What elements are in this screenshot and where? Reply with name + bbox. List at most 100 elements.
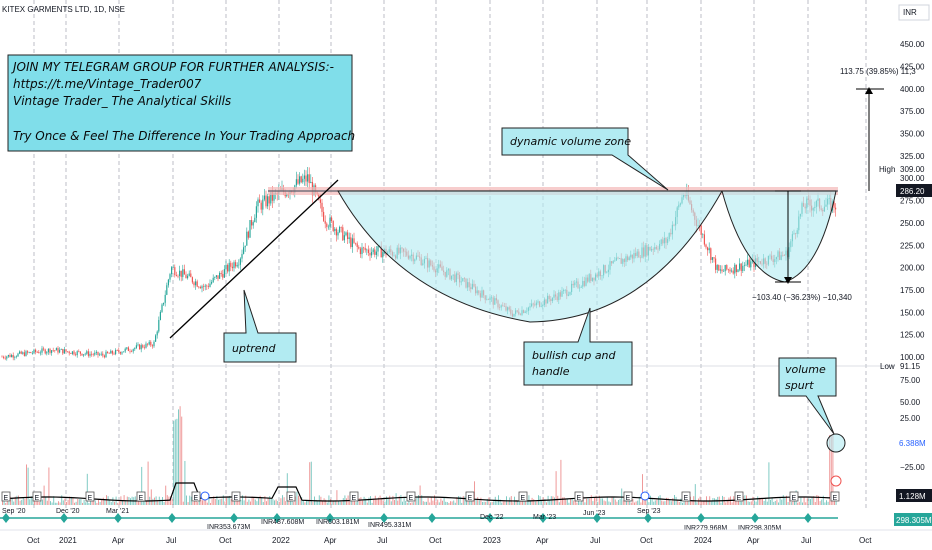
earnings-marker-icon[interactable] [574,491,584,502]
split-marker-icon[interactable] [640,491,650,501]
volume-bar [414,499,416,505]
currency-badge[interactable] [898,4,930,21]
volume-bar [802,502,803,505]
time-tick-label: Oct [859,536,872,545]
earnings-marker-icon[interactable] [231,491,241,502]
volume-bar [363,496,365,505]
callout-line-3: Vintage Trader_ The Analytical Skills [13,94,231,108]
candle-body [356,243,358,247]
volume-bar [430,496,432,505]
earnings-marker-icon[interactable] [136,491,146,502]
earnings-marker-icon[interactable] [349,491,359,502]
time-axis[interactable]: Oct 2021 Apr Jul Oct 2022 Apr Jul Oct 2023 Apr Jul O… [27,536,872,545]
earnings-marker-icon[interactable] [1,491,11,502]
earnings-marker-icon[interactable] [789,491,799,502]
dividend-marker-icon[interactable] [230,513,238,523]
telegram-callout: JOIN MY TELEGRAM GROUP FOR FURTHER ANALY… [7,54,355,152]
dividend-marker-icon[interactable] [326,513,334,523]
earnings-marker-icon[interactable] [830,491,840,502]
candle-body [137,344,139,346]
volume-bar [734,498,736,505]
price-axis[interactable]: 450.00 425.00 400.00 375.00 350.00 325.00 300.… [900,40,925,472]
dividend-marker-icon[interactable] [697,513,705,523]
earnings-marker-label: E [792,495,797,502]
dividend-marker-icon[interactable] [114,513,122,523]
dividend-marker-icon[interactable] [644,513,652,523]
dividend-marker-icon[interactable] [539,513,547,523]
time-tick-label: Apr [536,536,549,545]
dividend-marker-icon[interactable] [804,513,812,523]
volume-bar [464,496,466,505]
volume-bar [163,501,165,505]
earnings-marker-icon[interactable] [518,491,528,502]
volume-bar [256,501,258,505]
earnings-marker-icon[interactable] [191,491,201,502]
dividend-marker-icon[interactable] [2,513,10,523]
earnings-marker-icon[interactable] [286,491,296,502]
volume-bar [634,502,635,505]
volume-bar [592,501,594,505]
lightning-marker-icon[interactable] [830,475,842,487]
earnings-marker-icon[interactable] [406,491,416,502]
volume-bar [50,501,51,505]
volume-bar [147,461,149,505]
volume-bar [218,499,219,505]
candle-body [265,195,267,207]
volume-bar [272,499,274,505]
candle-body [731,270,733,272]
earnings-marker-icon[interactable] [681,491,691,502]
dividend-marker-icon[interactable] [60,513,68,523]
candle-body [124,348,126,352]
volume-bar [762,499,763,505]
earnings-marker-label: E [194,495,199,502]
volume-bar [110,502,112,505]
volume-bar [661,500,663,505]
volume-bar [736,497,738,505]
dynamic-volume-zone-callout: dynamic volume zone [501,127,669,191]
dividend-marker-icon[interactable] [273,513,281,523]
earnings-marker-icon[interactable] [32,491,42,502]
dividend-marker-icon[interactable] [380,513,388,523]
candle-body [249,220,251,238]
volume-bar [270,498,272,505]
candle-body [131,351,133,352]
dividend-marker-icon[interactable] [428,513,436,523]
candle-body [337,232,339,236]
volume-bar [213,496,215,505]
dividend-marker-icon[interactable] [168,513,176,523]
candle-body [123,351,125,353]
split-marker-icon[interactable] [200,491,210,501]
volume-bar [221,498,223,505]
earnings-marker-icon[interactable] [623,491,633,502]
volume-bar [48,467,50,505]
volume-bar [530,500,531,505]
candle-body [228,262,230,272]
volume-bar [579,502,581,505]
event-label: Dec '22 [480,514,504,521]
candle-body [12,355,14,358]
earnings-marker-icon[interactable] [734,491,744,502]
candle-body [273,193,275,201]
candle-body [27,351,29,353]
dividend-marker-icon[interactable] [593,513,601,523]
volume-bar [672,498,674,505]
event-label: Mar '23 [533,514,556,521]
candle-body [257,199,259,207]
time-tick-label: 2024 [694,536,712,545]
candle-body [54,350,56,351]
earnings-marker-icon[interactable] [465,491,475,502]
volume-bar [715,499,717,505]
volume-bar [102,497,104,505]
volume-bar [778,502,779,505]
volume-bar [224,501,226,505]
dividend-marker-icon[interactable] [751,513,759,523]
dividend-marker-icon[interactable] [486,513,494,523]
candle-body [297,179,299,184]
candle-body [230,262,232,267]
volume-spurt-circle [826,433,846,453]
volume-bar [170,496,171,505]
candle-body [43,348,45,350]
candle-body [361,247,363,255]
earnings-marker-icon[interactable] [85,491,95,502]
